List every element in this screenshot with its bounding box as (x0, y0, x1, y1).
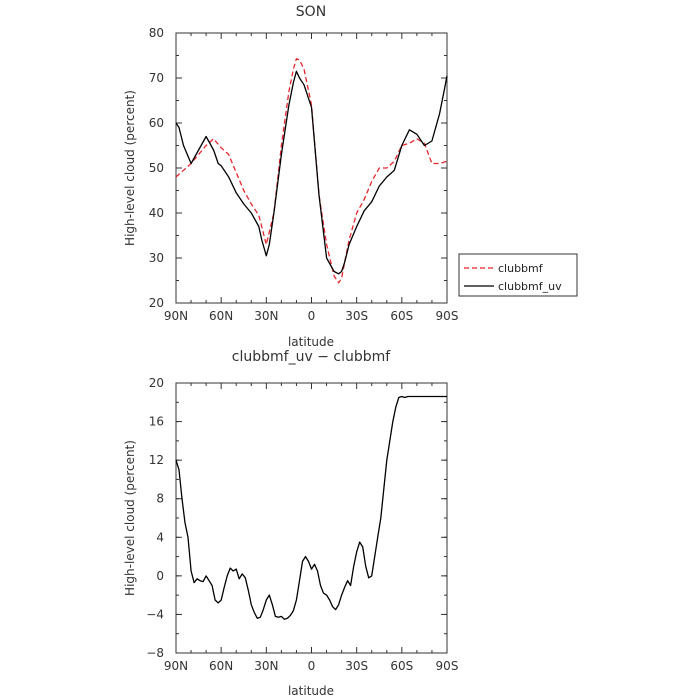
bottom-y-axis-title: High-level cloud (percent) (123, 440, 137, 596)
y-tick-label: −8 (146, 646, 164, 660)
series-line-clubbmf-uv (175, 70, 448, 275)
legend-box (458, 253, 578, 297)
y-tick-label: 40 (149, 206, 164, 220)
y-tick-label: 50 (149, 161, 164, 175)
y-tick-label: 20 (149, 376, 164, 390)
y-tick-label: 60 (149, 116, 164, 130)
y-tick-label: 4 (156, 530, 164, 544)
top-panel: SON 90N 60N 30N 0 30S 60S 90S 20 30 40 50 60 70 80 l… (123, 4, 458, 349)
y-tick-label: −4 (146, 607, 164, 621)
top-plot-frame (175, 32, 448, 304)
x-tick-label: 60S (390, 659, 413, 673)
x-tick-label: 60N (209, 659, 233, 673)
top-y-axis-title: High-level cloud (percent) (123, 90, 137, 246)
y-tick-label: 12 (149, 453, 164, 467)
top-x-axis-title: latitude (288, 335, 334, 349)
bottom-x-ticks: 90N 60N 30N 0 30S 60S 90S (164, 383, 459, 673)
x-tick-label: 60S (390, 309, 413, 323)
bottom-series-lines (175, 395, 447, 620)
legend: clubbmf clubbmf_uv (458, 253, 578, 297)
y-tick-label: 30 (149, 251, 164, 265)
bottom-x-axis-title: latitude (288, 684, 334, 698)
top-series-lines (175, 58, 448, 284)
legend-label-clubbmf: clubbmf (498, 262, 544, 275)
y-tick-label: 0 (156, 569, 164, 583)
series-line-clubbmf-uv-clubbmf (175, 395, 447, 620)
x-tick-label: 90N (164, 659, 188, 673)
y-tick-label: 80 (149, 26, 164, 40)
y-tick-label: 8 (156, 492, 164, 506)
x-tick-label: 30N (254, 309, 278, 323)
x-tick-label: 90S (436, 659, 459, 673)
x-tick-label: 60N (209, 309, 233, 323)
top-y-ticks: 20 30 40 50 60 70 80 (149, 26, 447, 310)
series-line-clubbmf (175, 58, 448, 284)
x-tick-label: 30S (345, 659, 368, 673)
x-tick-label: 90S (436, 309, 459, 323)
top-chart-title: SON (296, 4, 326, 20)
x-tick-label: 30S (345, 309, 368, 323)
x-tick-label: 90N (164, 309, 188, 323)
y-tick-label: 20 (149, 296, 164, 310)
bottom-chart-title: clubbmf_uv − clubbmf (232, 349, 391, 365)
bottom-y-ticks: −8 −4 0 4 8 12 16 20 (146, 376, 447, 660)
x-tick-label: 0 (308, 659, 316, 673)
y-tick-label: 16 (149, 415, 164, 429)
top-x-ticks: 90N 60N 30N 0 30S 60S 90S (164, 33, 459, 323)
legend-label-clubbmf-uv: clubbmf_uv (498, 280, 562, 293)
bottom-panel: clubbmf_uv − clubbmf 90N 60N 30N 0 30S 60S 90S… (123, 349, 458, 698)
x-tick-label: 0 (308, 309, 316, 323)
y-tick-label: 70 (149, 71, 164, 85)
x-tick-label: 30N (254, 659, 278, 673)
bottom-plot-frame (175, 382, 448, 654)
